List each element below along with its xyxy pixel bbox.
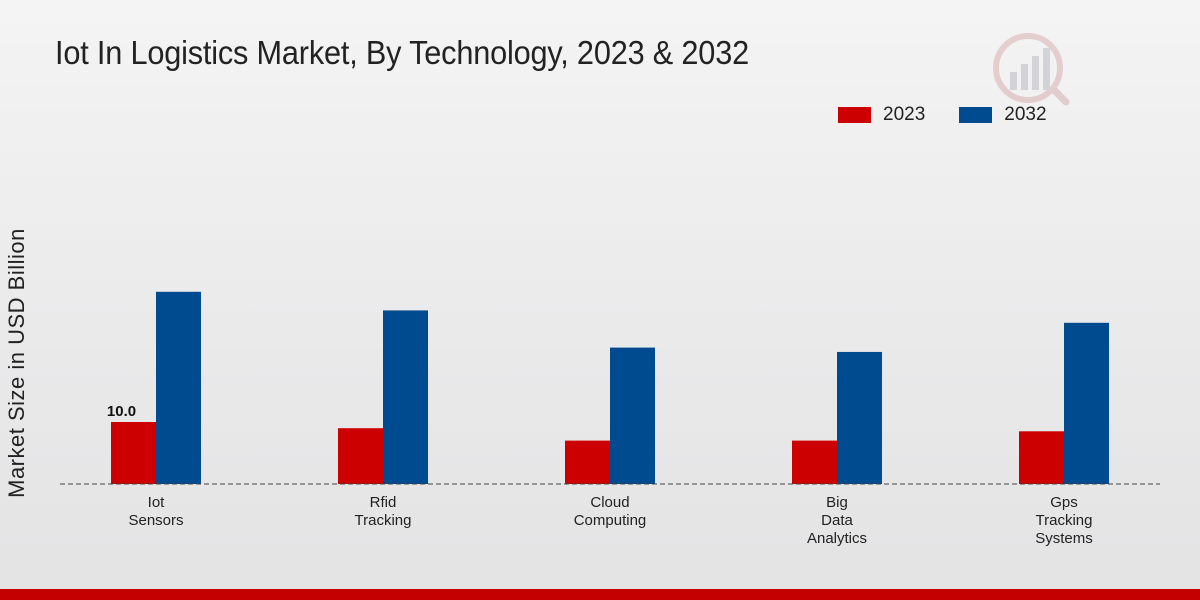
x-tick-label-0: Iot Sensors xyxy=(128,494,183,529)
bar-2032-0 xyxy=(156,291,201,484)
legend-label-2032: 2032 xyxy=(1004,104,1047,125)
legend-item-2023: 2023 xyxy=(838,104,925,126)
bar-2032-1 xyxy=(383,310,428,484)
brand-logo-icon xyxy=(993,33,1070,106)
bar-2032-2 xyxy=(610,347,655,484)
bottom-accent-bar xyxy=(0,589,1200,600)
x-tick-label-2: Cloud Computing xyxy=(574,494,647,529)
bar-2023-1 xyxy=(338,428,383,484)
x-tick-label-3: Big Data Analytics xyxy=(807,494,867,547)
bar-2032-4 xyxy=(1064,322,1109,484)
bar-2023-4 xyxy=(1019,431,1064,484)
legend-swatch-2023 xyxy=(838,107,871,123)
chart-title: Iot In Logistics Market, By Technology, … xyxy=(55,34,749,71)
x-tick-label-4: Gps Tracking Systems xyxy=(1035,494,1093,547)
data-label-0: 10.0 xyxy=(107,403,136,420)
bar-2032-3 xyxy=(837,351,882,484)
bar-2023-0 xyxy=(111,422,156,484)
legend: 2023 2032 xyxy=(838,104,1081,126)
bar-2023-3 xyxy=(792,440,837,484)
legend-item-2032: 2032 xyxy=(959,104,1047,126)
legend-label-2023: 2023 xyxy=(883,104,926,125)
legend-swatch-2032 xyxy=(959,107,993,123)
x-tick-label-1: Rfid Tracking xyxy=(355,494,412,529)
bar-2023-2 xyxy=(565,440,610,484)
